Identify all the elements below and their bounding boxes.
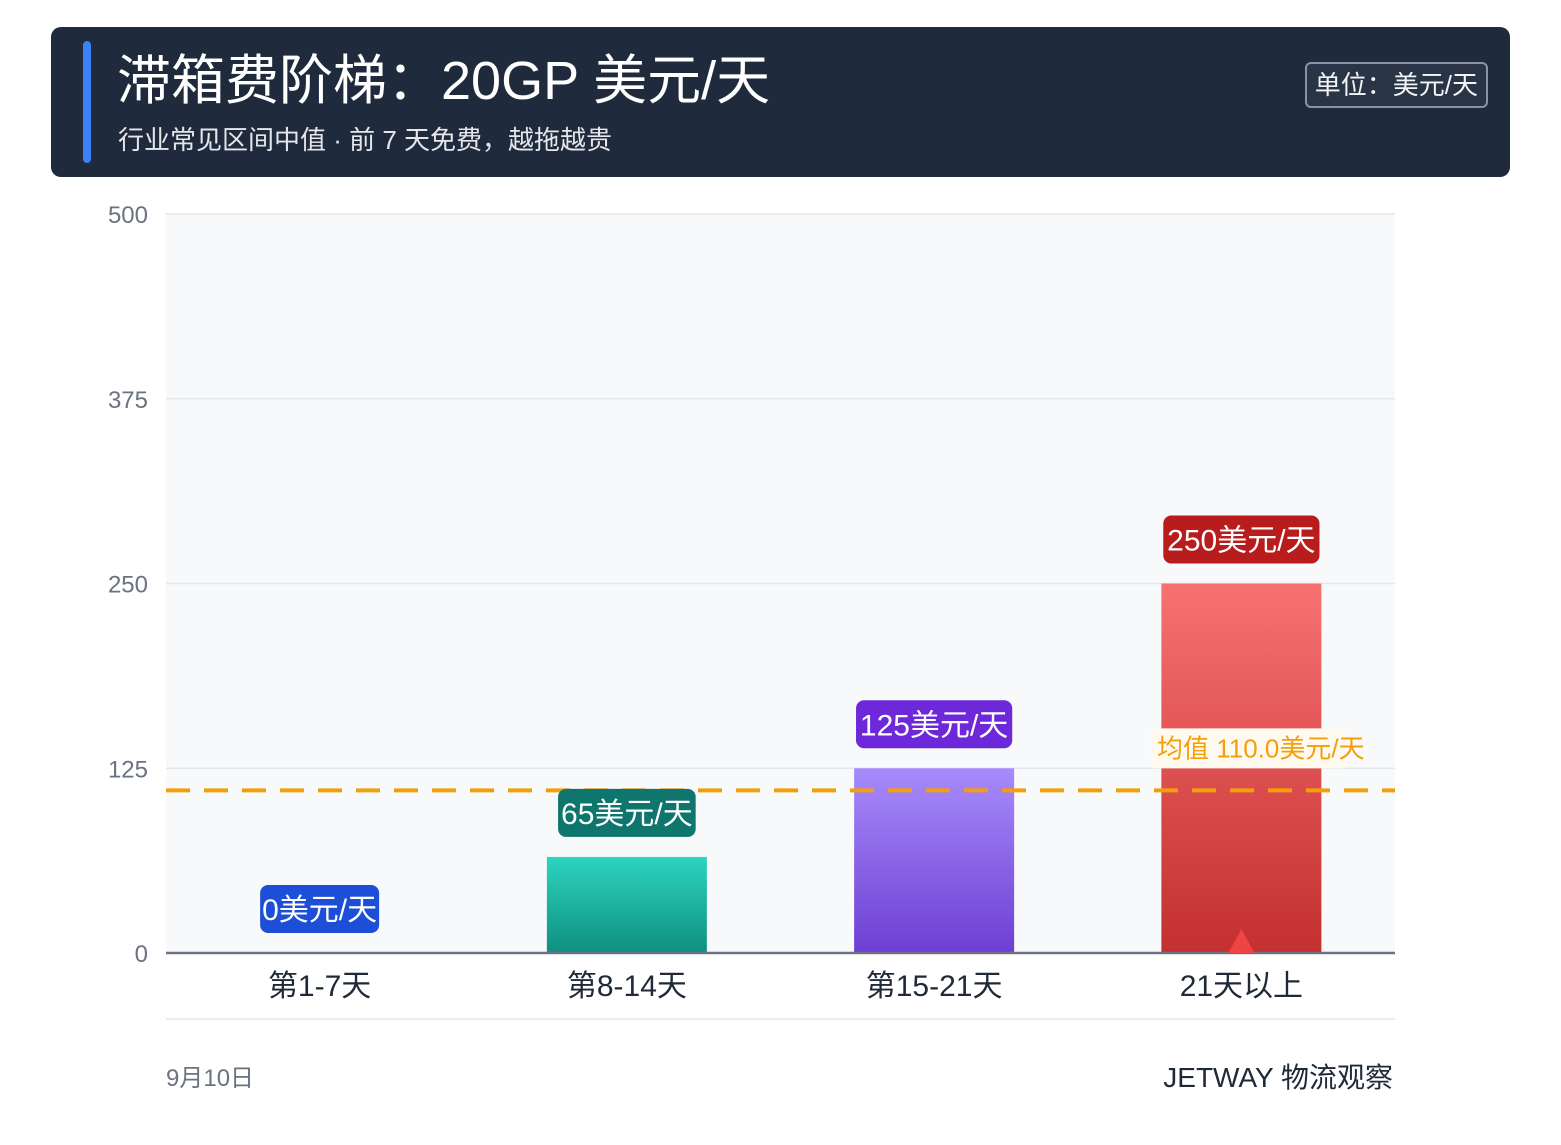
- y-tick-label: 250: [108, 572, 148, 599]
- data-label-bg: [856, 700, 1013, 749]
- x-tick-label: 第1-7天: [268, 970, 371, 1003]
- footer-brand: JETWAY 物流观察: [1163, 1062, 1393, 1093]
- data-label: 125美元/天: [860, 709, 1008, 742]
- bar: [854, 768, 1015, 953]
- data-label-bg: [1163, 515, 1320, 564]
- data-label-bg: [260, 885, 380, 933]
- average-label: 均值 110.0美元/天: [1157, 733, 1365, 763]
- unit-badge: 单位：美元/天: [1304, 62, 1488, 108]
- y-tick-label: 0: [135, 941, 148, 968]
- x-tick-label: 第8-14天: [567, 970, 687, 1003]
- y-tick-label: 500: [108, 202, 148, 229]
- chart-header: 滞箱费阶梯：20GP 美元/天 行业常见区间中值 · 前 7 天免费，越拖越贵 …: [51, 27, 1510, 177]
- data-label-bg: [558, 788, 696, 837]
- highlight-marker-icon: [1228, 929, 1255, 953]
- data-label: 65美元/天: [561, 798, 693, 831]
- footer-date: 9月10日: [166, 1065, 255, 1092]
- data-label: 250美元/天: [1167, 525, 1315, 558]
- y-tick-label: 375: [108, 387, 148, 414]
- chart-subtitle: 行业常见区间中值 · 前 7 天免费，越拖越贵: [118, 125, 613, 155]
- x-tick-label: 第15-21天: [866, 970, 1003, 1003]
- y-tick-label: 125: [108, 756, 148, 783]
- header-accent-bar: [83, 41, 91, 163]
- average-label-bg: [1151, 728, 1348, 769]
- x-tick-label: 21天以上: [1180, 970, 1303, 1003]
- data-label: 0美元/天: [262, 894, 377, 927]
- chart-title: 滞箱费阶梯：20GP 美元/天: [117, 51, 771, 111]
- bar: [546, 856, 707, 953]
